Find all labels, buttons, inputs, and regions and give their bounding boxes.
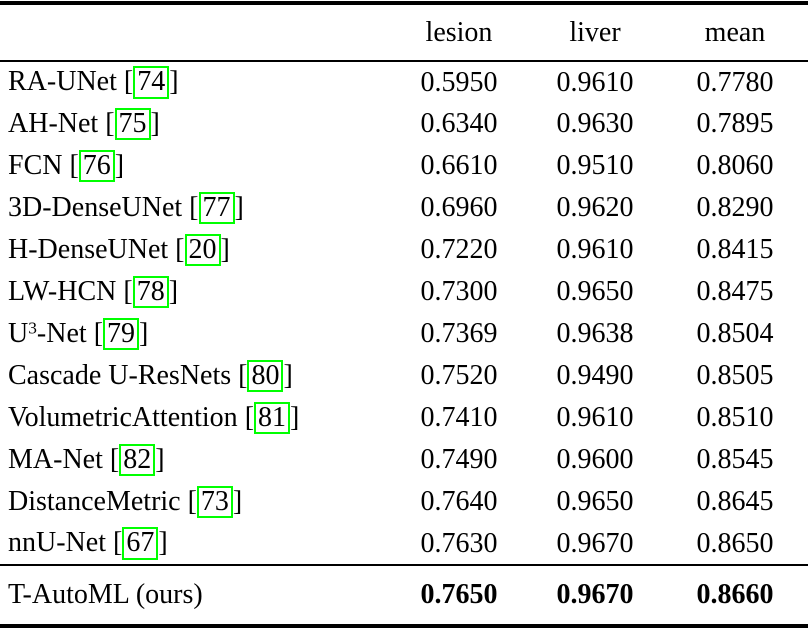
score-cell: 0.7650 (420, 579, 498, 610)
score-cell: 0.9610 (556, 402, 634, 433)
method-name-cell: RA-UNet [74] (8, 66, 179, 99)
citation-link[interactable]: 80 (247, 359, 284, 393)
method-row: LW-HCN [78] 0.7300 0.9650 0.8475 (0, 271, 808, 313)
method-name-cell: VolumetricAttention [81] (8, 401, 300, 435)
method-row: U3-Net [79] 0.7369 0.9638 0.8504 (0, 313, 808, 355)
score-cell: 0.9638 (556, 318, 634, 349)
score-cell: 0.9670 (556, 527, 634, 559)
method-name-cell: T-AutoML (ours) (8, 579, 203, 610)
score-cell: 0.7520 (420, 360, 498, 391)
score-cell: 0.9610 (556, 234, 634, 265)
score-cell: 0.7410 (420, 402, 498, 433)
col-header-lesion: lesion (425, 16, 493, 48)
method-name-cell: LW-HCN [78] (8, 275, 179, 309)
citation-link[interactable]: 81 (254, 401, 291, 435)
score-cell: 0.8505 (696, 360, 774, 391)
method-name-cell: FCN [76] (8, 149, 125, 183)
method-row: MA-Net [82] 0.7490 0.9600 0.8545 (0, 439, 808, 481)
score-cell: 0.6960 (420, 192, 498, 223)
method-row: VolumetricAttention [81] 0.7410 0.9610 0.85… (0, 397, 808, 439)
citation-link[interactable]: 82 (119, 443, 156, 477)
score-cell: 0.8475 (696, 276, 774, 307)
score-cell: 0.8510 (696, 402, 774, 433)
method-row: DistanceMetric [73] 0.7640 0.9650 0.8645 (0, 481, 808, 523)
citation-link[interactable]: 74 (133, 66, 170, 99)
citation-link[interactable]: 79 (103, 317, 140, 351)
score-cell: 0.7780 (696, 66, 774, 98)
method-row: H-DenseUNet [20] 0.7220 0.9610 0.8415 (0, 229, 808, 271)
citation-link[interactable]: 78 (132, 275, 169, 309)
superscript: 3 (28, 318, 37, 338)
citation-link[interactable]: 20 (184, 233, 221, 267)
table-header: lesion liver mean (0, 3, 808, 61)
score-cell: 0.8660 (696, 579, 774, 610)
score-cell: 0.6340 (420, 108, 498, 139)
score-cell: 0.8290 (696, 192, 774, 223)
score-cell: 0.7220 (420, 234, 498, 265)
col-header-liver: liver (569, 16, 621, 48)
score-cell: 0.9490 (556, 360, 634, 391)
table-body: RA-UNet [74] 0.5950 0.9610 0.7780 AH-Net [75… (0, 61, 808, 565)
final-method-row: T-AutoML (ours) 0.7650 0.9670 0.8660 (0, 565, 808, 626)
results-table: lesion liver mean RA-UNet [74] 0.5950 0.96… (0, 1, 808, 628)
method-row: FCN [76] 0.6610 0.9510 0.8060 (0, 145, 808, 187)
method-row: nnU-Net [67] 0.7630 0.9670 0.8650 (0, 523, 808, 565)
score-cell: 0.7640 (420, 486, 498, 517)
method-row: Cascade U-ResNets [80] 0.7520 0.9490 0.8505 (0, 355, 808, 397)
score-cell: 0.9650 (556, 276, 634, 307)
score-cell: 0.7369 (420, 318, 498, 349)
citation-link[interactable]: 76 (78, 149, 115, 183)
method-name-cell: AH-Net [75] (8, 107, 160, 141)
table-footer: T-AutoML (ours) 0.7650 0.9670 0.8660 (0, 565, 808, 626)
score-cell: 0.8645 (696, 486, 774, 517)
method-name-cell: nnU-Net [67] (8, 527, 168, 560)
score-cell: 0.8650 (696, 527, 774, 559)
method-name-cell: Cascade U-ResNets [80] (8, 359, 293, 393)
score-cell: 0.8060 (696, 150, 774, 181)
score-cell: 0.7490 (420, 444, 498, 475)
method-name-cell: 3D-DenseUNet [77] (8, 191, 244, 225)
score-cell: 0.8415 (696, 234, 774, 265)
header-row: lesion liver mean (0, 3, 808, 61)
col-header-mean: mean (704, 16, 766, 48)
score-cell: 0.9510 (556, 150, 634, 181)
method-column-header (0, 3, 390, 61)
method-name-cell: U3-Net [79] (8, 317, 149, 351)
score-cell: 0.8504 (696, 318, 774, 349)
citation-link[interactable]: 73 (196, 485, 233, 519)
method-row: AH-Net [75] 0.6340 0.9630 0.7895 (0, 103, 808, 145)
score-cell: 0.9600 (556, 444, 634, 475)
citation-link[interactable]: 67 (122, 527, 159, 560)
score-cell: 0.9630 (556, 108, 634, 139)
score-cell: 0.7300 (420, 276, 498, 307)
method-name-cell: DistanceMetric [73] (8, 485, 243, 519)
score-cell: 0.9650 (556, 486, 634, 517)
score-cell: 0.8545 (696, 444, 774, 475)
citation-link[interactable]: 75 (114, 107, 151, 141)
score-cell: 0.9610 (556, 66, 634, 98)
score-cell: 0.9620 (556, 192, 634, 223)
method-name-cell: MA-Net [82] (8, 443, 165, 477)
score-cell: 0.9670 (556, 579, 634, 610)
score-cell: 0.7630 (420, 527, 498, 559)
score-cell: 0.5950 (420, 66, 498, 98)
score-cell: 0.7895 (696, 108, 774, 139)
method-row: 3D-DenseUNet [77] 0.6960 0.9620 0.8290 (0, 187, 808, 229)
citation-link[interactable]: 77 (198, 191, 235, 225)
method-row: RA-UNet [74] 0.5950 0.9610 0.7780 (0, 61, 808, 103)
method-name-cell: H-DenseUNet [20] (8, 233, 230, 267)
score-cell: 0.6610 (420, 150, 498, 181)
